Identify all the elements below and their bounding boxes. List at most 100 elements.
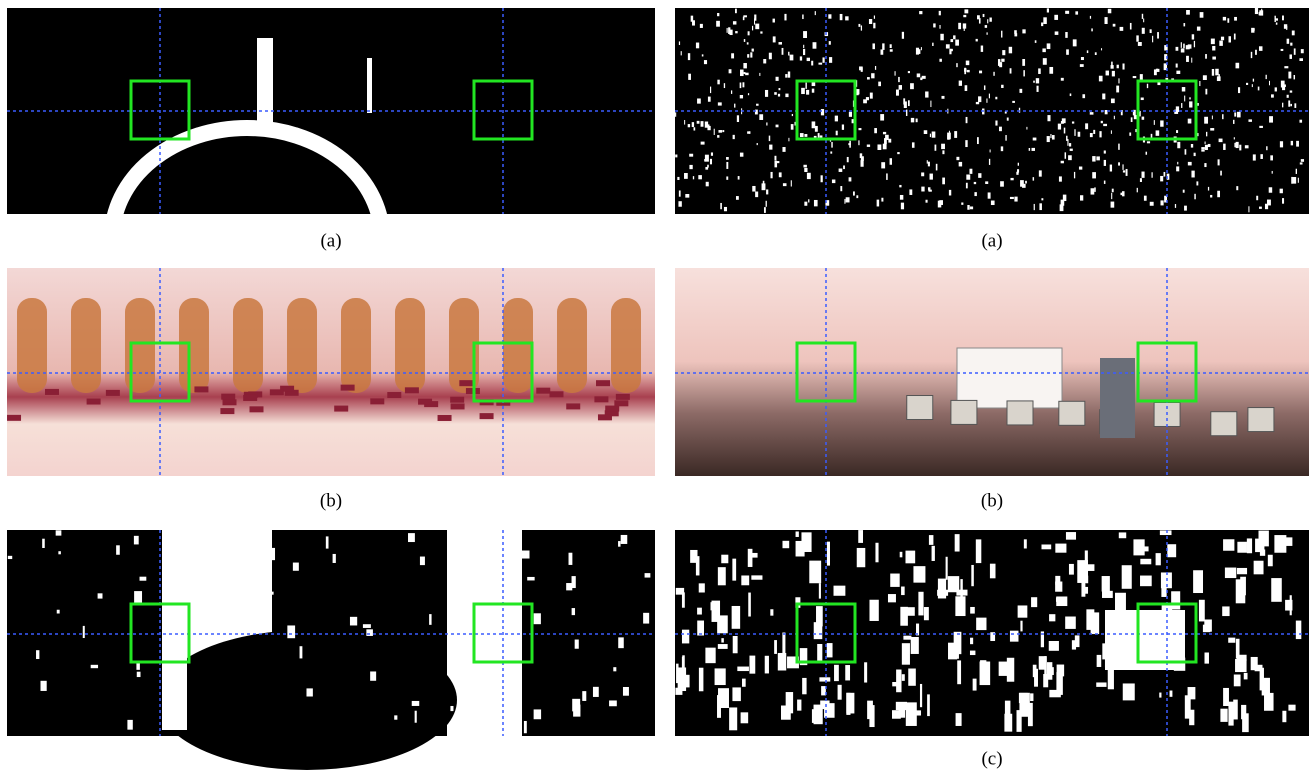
mask-speck — [1160, 530, 1172, 535]
mask-speck — [1005, 701, 1011, 724]
mask-speck — [1212, 69, 1214, 76]
mask-speck — [1049, 690, 1060, 697]
mask-speck — [908, 71, 910, 73]
mask-speck — [1184, 206, 1187, 211]
mask-speck — [692, 20, 695, 25]
chair — [536, 388, 550, 394]
mask-speck — [1014, 30, 1017, 34]
mask-speck — [950, 39, 953, 42]
mask-speck — [888, 594, 896, 602]
mask-speck — [732, 606, 741, 629]
mask-speck — [979, 71, 982, 74]
mask-speck — [785, 94, 788, 98]
mask-speck — [967, 70, 970, 72]
mask-speck — [1175, 204, 1176, 208]
mask-speck — [1079, 167, 1082, 170]
monitor — [1059, 401, 1085, 425]
mask-speck — [776, 77, 779, 81]
mask-speck — [366, 629, 373, 636]
chair — [223, 399, 237, 405]
mask-speck — [1246, 83, 1248, 85]
mask-speck — [1037, 86, 1039, 92]
mask-speck — [932, 43, 933, 46]
mask-speck — [572, 608, 575, 615]
mask-speck — [1215, 69, 1218, 76]
arch-window — [395, 298, 425, 393]
mask-speck — [895, 71, 896, 75]
mask-speck — [803, 165, 806, 168]
mask-speck — [818, 133, 820, 138]
mask-speck — [350, 617, 357, 626]
mask-speck — [1001, 146, 1003, 151]
mask-speck — [1141, 98, 1144, 101]
mask-speck — [137, 672, 141, 677]
mask-speck — [333, 554, 336, 563]
mask-speck — [900, 552, 903, 558]
mask-speck — [1070, 93, 1072, 96]
mask-speck — [989, 94, 990, 99]
mask-speck — [58, 551, 61, 554]
mask-region — [447, 530, 522, 736]
mask-speck — [1261, 9, 1262, 14]
mask-speck — [1049, 641, 1059, 651]
mask-speck — [272, 592, 274, 595]
mask-speck — [929, 535, 933, 545]
mask-speck — [679, 190, 681, 196]
mask-speck — [1140, 559, 1151, 565]
mask-speck — [1275, 87, 1277, 91]
mask-speck — [696, 43, 699, 49]
mask-speck — [1288, 72, 1291, 79]
mask-speck — [812, 89, 814, 93]
mask-speck — [618, 637, 624, 648]
mask-speck — [1092, 156, 1095, 161]
mask-speck — [1156, 69, 1159, 72]
mask-speck — [98, 593, 103, 598]
mask-speck — [449, 610, 456, 620]
mask-speck — [1177, 162, 1178, 165]
mask-speck — [1033, 138, 1037, 141]
mask-speck — [1282, 16, 1284, 21]
mask-speck — [522, 551, 530, 559]
mask-speck — [1254, 28, 1255, 30]
mask-speck — [783, 183, 787, 186]
mask-speck — [1236, 63, 1240, 69]
mask-speck — [1296, 141, 1299, 147]
mask-speck — [1091, 188, 1095, 194]
mask-speck — [1039, 170, 1042, 176]
mask-speck — [752, 49, 754, 52]
mask-speck — [951, 645, 959, 659]
mask-speck — [1064, 128, 1066, 134]
mask-speck — [497, 612, 500, 622]
mask-speck — [800, 133, 804, 137]
mask-speck — [429, 614, 431, 625]
mask-speck — [760, 31, 762, 33]
mask-speck — [1208, 144, 1211, 147]
mask-speck — [941, 144, 945, 149]
chair — [549, 391, 563, 397]
mask-speck — [896, 702, 907, 710]
mask-speck — [1255, 50, 1257, 55]
mask-region — [367, 58, 372, 113]
mask-speck — [773, 36, 776, 42]
mask-speck — [1137, 546, 1149, 551]
mask-speck — [1255, 665, 1263, 671]
mask-speck — [903, 636, 911, 640]
mask-speck — [1111, 202, 1115, 208]
mask-speck — [973, 679, 977, 691]
mask-speck — [878, 82, 881, 87]
mask-speck — [803, 45, 804, 48]
mask-speck — [740, 95, 743, 98]
mask-speck — [177, 574, 180, 583]
mask-speck — [834, 665, 839, 681]
mask-speck — [957, 660, 961, 684]
mask-speck — [1123, 683, 1135, 700]
mask-speck — [1258, 531, 1268, 547]
mask-speck — [782, 633, 785, 654]
panel — [7, 268, 655, 476]
mask-speck — [754, 15, 756, 21]
mask-speck — [1068, 155, 1072, 160]
mask-speck — [1056, 597, 1058, 601]
mask-speck — [1212, 57, 1216, 60]
mask-speck — [1189, 101, 1192, 107]
mask-speck — [847, 157, 849, 162]
